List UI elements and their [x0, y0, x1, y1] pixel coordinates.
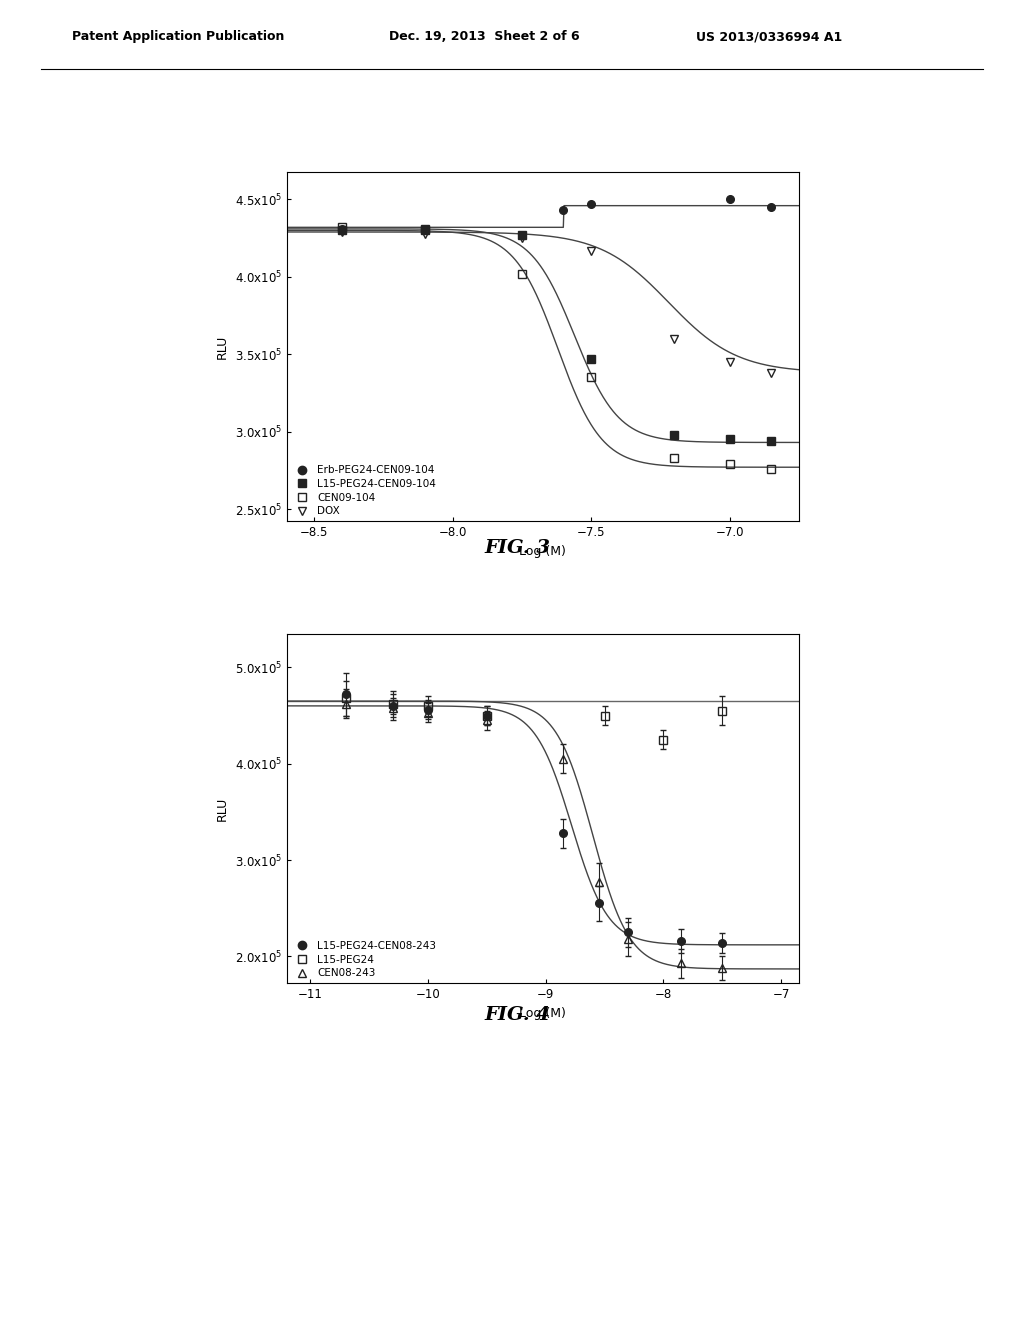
X-axis label: Log (M): Log (M) — [519, 545, 566, 558]
Legend: Erb-PEG24-CEN09-104, L15-PEG24-CEN09-104, CEN09-104, DOX: Erb-PEG24-CEN09-104, L15-PEG24-CEN09-104… — [292, 465, 436, 516]
Text: FIG. 3: FIG. 3 — [484, 539, 550, 557]
Y-axis label: RLU: RLU — [216, 334, 229, 359]
X-axis label: Log (M): Log (M) — [519, 1007, 566, 1020]
Legend: L15-PEG24-CEN08-243, L15-PEG24, CEN08-243: L15-PEG24-CEN08-243, L15-PEG24, CEN08-24… — [292, 941, 436, 978]
Text: US 2013/0336994 A1: US 2013/0336994 A1 — [696, 30, 843, 44]
Y-axis label: RLU: RLU — [216, 796, 229, 821]
Text: Dec. 19, 2013  Sheet 2 of 6: Dec. 19, 2013 Sheet 2 of 6 — [389, 30, 580, 44]
Text: Patent Application Publication: Patent Application Publication — [72, 30, 284, 44]
Text: FIG. 4: FIG. 4 — [484, 1006, 550, 1024]
